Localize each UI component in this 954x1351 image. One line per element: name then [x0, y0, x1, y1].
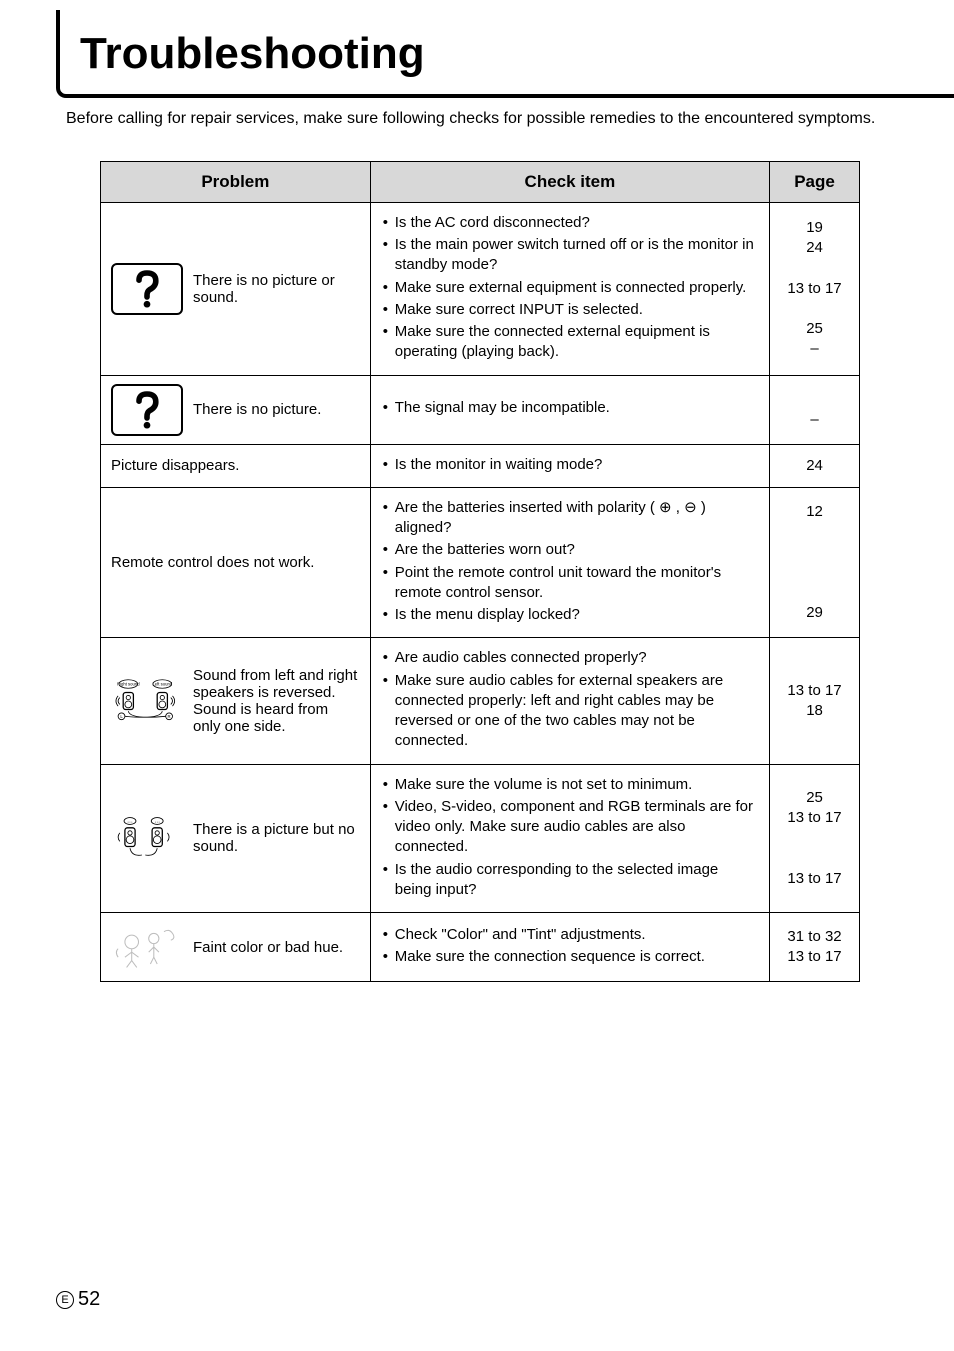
check-item: Make sure correct INPUT is selected. [383, 300, 757, 320]
check-list: The signal may be incompatible. [383, 398, 757, 418]
problem-text: Picture disappears. [111, 457, 360, 474]
title-underline-decoration [68, 94, 954, 98]
problem-text: There is a picture but no sound. [193, 821, 360, 855]
check-list: Are audio cables connected properly? Make… [383, 648, 757, 751]
check-item: Is the AC cord disconnected? [383, 213, 757, 233]
problem-cell: Picture disappears. [101, 444, 371, 487]
table-row: Faint color or bad hue. Check "Color" and… [101, 913, 860, 982]
page-ref-cell: 24 [770, 444, 860, 487]
check-item: Is the monitor in waiting mode? [383, 455, 757, 475]
header-page: Page [770, 161, 860, 202]
check-cell: Are audio cables connected properly? Make… [370, 638, 769, 764]
check-item: Point the remote control unit toward the… [383, 563, 757, 604]
table-header-row: Problem Check item Page [101, 161, 860, 202]
table-row: There is no picture or sound. Is the AC c… [101, 202, 860, 375]
table-row: Sound from left and right speakers is re… [101, 638, 860, 764]
question-mark-icon [111, 384, 183, 436]
title-block: Troubleshooting [80, 30, 894, 78]
check-item: Video, S-video, component and RGB termin… [383, 797, 757, 858]
check-cell: Are the batteries inserted with polarity… [370, 487, 769, 638]
problem-text: There is no picture or sound. [193, 272, 360, 306]
check-item: Are the batteries inserted with polarity… [383, 498, 757, 539]
page-ref-cell: 12 29 [770, 487, 860, 638]
check-cell: Make sure the volume is not set to minim… [370, 764, 769, 913]
page-number: 52 [78, 1288, 100, 1311]
problem-cell: Remote control does not work. [101, 487, 371, 638]
check-item: Make sure audio cables for external spea… [383, 671, 757, 752]
page: Troubleshooting Before calling for repai… [0, 0, 954, 1351]
check-list: Is the AC cord disconnected?Is the main … [383, 213, 757, 363]
page-ref-cell: – [770, 375, 860, 444]
page-ref-cell: 19 24 13 to 17 25 – [770, 202, 860, 375]
problem-cell: Faint color or bad hue. [101, 913, 371, 982]
check-cell: Check "Color" and "Tint" adjustments.Mak… [370, 913, 769, 982]
language-indicator-icon: E [56, 1291, 74, 1309]
header-problem: Problem [101, 161, 371, 202]
check-list: Make sure the volume is not set to minim… [383, 775, 757, 901]
faint-color-icon [111, 921, 183, 973]
check-item: The signal may be incompatible. [383, 398, 757, 418]
check-item: Are audio cables connected properly? [383, 648, 757, 668]
page-ref-cell: 31 to 32 13 to 17 [770, 913, 860, 982]
problem-cell: There is no picture or sound. [101, 202, 371, 375]
table-row: Picture disappears. Is the monitor in wai… [101, 444, 860, 487]
speakers-nosound-icon [111, 812, 183, 864]
check-list: Are the batteries inserted with polarity… [383, 498, 757, 626]
problem-cell: Sound from left and right speakers is re… [101, 638, 371, 764]
table-row: There is no picture. The signal may be in… [101, 375, 860, 444]
check-list: Is the monitor in waiting mode? [383, 455, 757, 475]
check-item: Is the main power switch turned off or i… [383, 235, 757, 276]
check-item: Are the batteries worn out? [383, 540, 757, 560]
check-item: Is the menu display locked? [383, 605, 757, 625]
troubleshooting-table: Problem Check item Page There is no pict… [100, 161, 860, 982]
page-ref-cell: 25 13 to 17 13 to 17 [770, 764, 860, 913]
problem-cell: There is a picture but no sound. [101, 764, 371, 913]
check-item: Make sure the connection sequence is cor… [383, 947, 757, 967]
check-cell: The signal may be incompatible. [370, 375, 769, 444]
check-cell: Is the monitor in waiting mode? [370, 444, 769, 487]
problem-text: Faint color or bad hue. [193, 939, 360, 956]
speakers-reversed-icon [111, 675, 183, 727]
check-item: Is the audio corresponding to the select… [383, 860, 757, 901]
question-mark-icon [111, 263, 183, 315]
problem-text: Remote control does not work. [111, 554, 360, 571]
header-check: Check item [370, 161, 769, 202]
check-item: Make sure external equipment is connecte… [383, 278, 757, 298]
page-ref-cell: 13 to 17 18 [770, 638, 860, 764]
problem-cell: There is no picture. [101, 375, 371, 444]
table-row: Remote control does not work. Are the bat… [101, 487, 860, 638]
problem-text: Sound from left and right speakers is re… [193, 667, 360, 735]
page-footer: E 52 [56, 1288, 100, 1311]
check-item: Check "Color" and "Tint" adjustments. [383, 925, 757, 945]
problem-text: There is no picture. [193, 401, 360, 418]
intro-text: Before calling for repair services, make… [66, 108, 894, 130]
check-list: Check "Color" and "Tint" adjustments.Mak… [383, 925, 757, 968]
page-title: Troubleshooting [80, 30, 894, 78]
title-bracket-decoration [56, 10, 68, 98]
check-cell: Is the AC cord disconnected?Is the main … [370, 202, 769, 375]
check-item: Make sure the connected external equipme… [383, 322, 757, 363]
table-row: There is a picture but no sound. Make sur… [101, 764, 860, 913]
check-item: Make sure the volume is not set to minim… [383, 775, 757, 795]
